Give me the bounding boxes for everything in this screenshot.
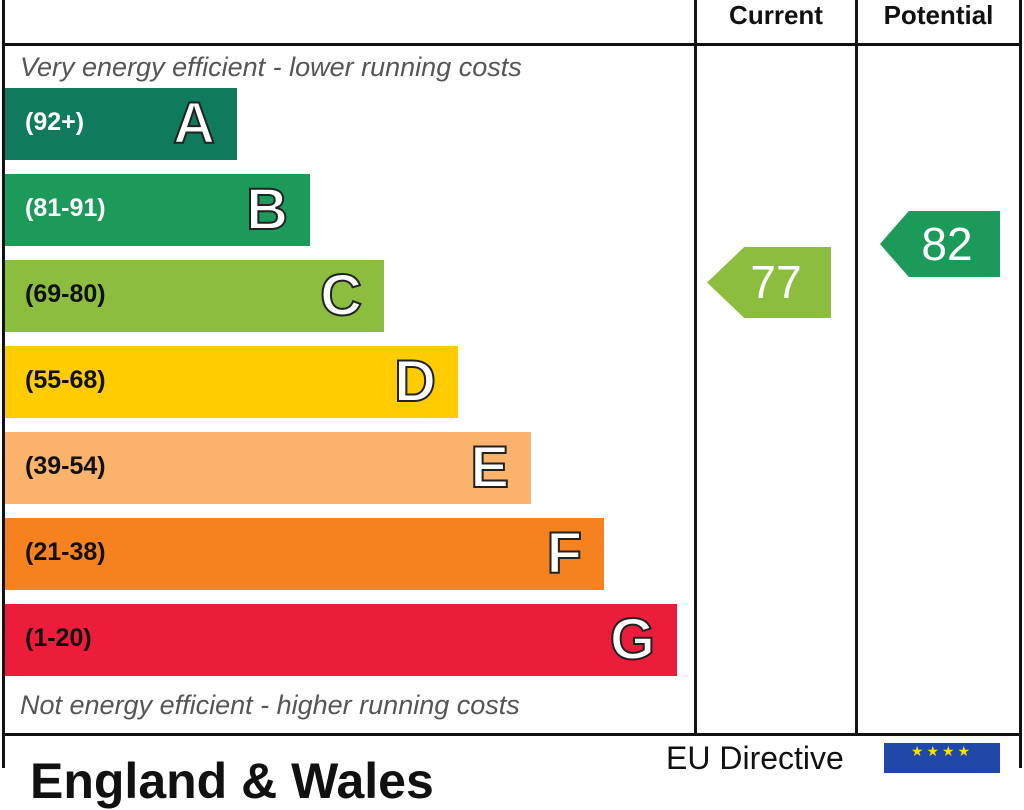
band-range: (92+) [25, 108, 85, 136]
band-bar-a: (92+) A [5, 88, 237, 160]
band-range: (1-20) [25, 624, 92, 652]
current-rating-value: 77 [750, 256, 802, 308]
band-range: (21-38) [25, 538, 106, 566]
frame-right [1019, 0, 1022, 768]
band-range: (55-68) [25, 366, 106, 394]
header-line [2, 43, 1022, 46]
band-bar-g: (1-20) G [5, 604, 677, 676]
band-bar-f: (21-38) F [5, 518, 604, 590]
band-letter: B [245, 176, 289, 243]
band-letter: E [469, 434, 510, 501]
potential-rating-arrow: 82 [880, 211, 1000, 277]
band-range: (69-80) [25, 280, 106, 308]
divider-potential [855, 0, 858, 735]
band-range: (81-91) [25, 194, 106, 222]
bottom-note: Not energy efficient - higher running co… [20, 690, 520, 720]
column-header-potential: Potential [883, 0, 994, 30]
band-letter: D [393, 348, 437, 415]
footer-directive: EU Directive [666, 740, 844, 776]
band-bar-e: (39-54) E [5, 432, 531, 504]
footer-line [2, 733, 1022, 736]
band-bar-c: (69-80) C [5, 260, 384, 332]
footer-region: England & Wales [30, 753, 434, 809]
band-bar-b: (81-91) B [5, 174, 310, 246]
column-header-current: Current [729, 0, 823, 30]
top-note: Very energy efficient - lower running co… [20, 52, 522, 82]
eu-flag-icon: ★★★★ [884, 743, 1000, 773]
frame-left [2, 0, 5, 768]
band-letter: F [546, 520, 583, 587]
band-letter: A [172, 90, 216, 157]
band-letter: G [609, 606, 656, 673]
band-bar-d: (55-68) D [5, 346, 458, 418]
divider-current [694, 0, 697, 735]
potential-rating-value: 82 [921, 218, 973, 270]
current-rating-arrow: 77 [707, 247, 831, 318]
band-range: (39-54) [25, 452, 106, 480]
band-letter: C [319, 262, 363, 329]
